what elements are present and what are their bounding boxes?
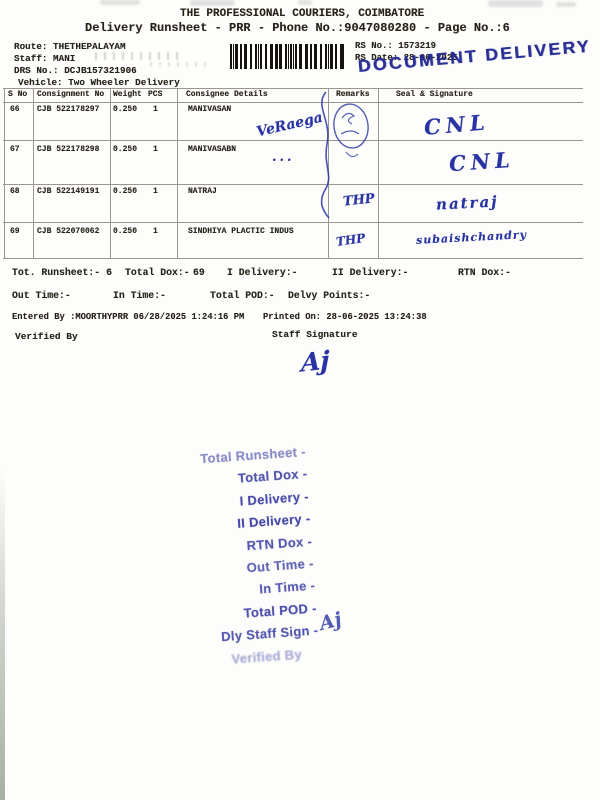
col-header-seal: Seal & Signature <box>396 90 473 99</box>
cell-consignment: CJB 522178298 <box>37 145 100 154</box>
i-delivery: I Delivery:- <box>227 267 298 278</box>
scan-edge-shadow <box>0 470 5 800</box>
staff-line: Staff: MANI <box>14 53 76 64</box>
table-border-line <box>3 140 583 141</box>
route-line: Route: THETHEPALAYAM <box>14 41 126 52</box>
col-header-remarks: Remarks <box>336 90 370 99</box>
scan-smudge <box>100 0 140 5</box>
col-header-consignment: Consignment No <box>37 90 105 99</box>
total-dox-label: Total Dox:- <box>125 267 190 278</box>
scan-smudge <box>488 0 543 7</box>
handwritten-signature: natraj <box>435 192 500 214</box>
cell-consignment: CJB 522070062 <box>37 227 100 236</box>
cell-sno: 66 <box>10 105 20 114</box>
staff-signature-label: Staff Signature <box>272 329 358 340</box>
barcode <box>230 44 344 69</box>
scan-smudge <box>556 2 576 7</box>
table-border-line <box>110 88 111 258</box>
scan-smudge <box>298 0 312 5</box>
col-header-pcs: PCS <box>148 90 163 99</box>
handwritten-remark: THP <box>342 191 376 210</box>
stamp-line-label: Dly Staff Sign - <box>220 622 319 645</box>
received-summary-stamp: Total Runsheet - Total Dox - I Delivery … <box>152 441 344 675</box>
ii-delivery: II Delivery:- <box>332 267 409 278</box>
cell-weight: 0.250 <box>113 227 138 236</box>
col-header-weight: Weight <box>113 90 142 99</box>
table-border-line <box>378 88 379 258</box>
table-border-line <box>4 88 5 258</box>
cell-consignee: MANIVASABN <box>188 145 237 154</box>
table-border-line <box>33 88 34 258</box>
cell-sno: 69 <box>10 227 20 236</box>
handwritten-circle-scrawl <box>333 103 369 158</box>
cell-weight: 0.250 <box>113 187 138 196</box>
cell-weight: 0.250 <box>113 105 138 114</box>
verified-by-label: Verified By <box>15 331 78 342</box>
cell-weight: 0.250 <box>113 145 138 154</box>
out-time: Out Time:- <box>12 290 71 301</box>
cell-consignment: CJB 522149191 <box>37 187 100 196</box>
col-header-consignee: Consignee Details <box>186 90 268 99</box>
table-border-line <box>177 88 178 258</box>
rs-date-line: RS Date: 28-06-2025 <box>355 53 458 63</box>
total-dox-value: 69 <box>193 267 205 278</box>
rs-no-line: RS No.: 1573219 <box>355 41 437 51</box>
pencil-smudge <box>95 52 180 60</box>
in-time: In Time:- <box>113 290 166 301</box>
cell-consignee: SINDHIYA PLACTIC INDUS <box>188 227 294 236</box>
staff-handwritten-signature: Aj <box>301 345 330 378</box>
table-border-line <box>3 88 583 89</box>
table-border-line <box>3 222 583 223</box>
handwritten-signature: CNL <box>423 109 491 140</box>
delvy-points: Delvy Points:- <box>288 290 371 301</box>
pencil-smudge <box>150 62 210 67</box>
cell-sno: 67 <box>10 145 20 154</box>
cell-pcs: 1 <box>153 145 158 154</box>
page-subtitle: Delivery Runsheet - PRR - Phone No.:9047… <box>85 21 510 35</box>
printed-on: Printed On: 28-06-2025 13:24:38 <box>263 312 427 322</box>
scan-smudge <box>190 0 235 6</box>
entered-by: Entered By :MOORTHYPRR 06/28/2025 1:24:1… <box>12 312 245 322</box>
rtn-dox: RTN Dox:- <box>458 267 511 278</box>
table-border-line <box>3 258 583 259</box>
tot-runsheet: Tot. Runsheet:- 6 <box>12 267 112 278</box>
handwritten-signature: CNL <box>448 146 516 177</box>
col-header-sno: S No <box>8 90 28 99</box>
vehicle-line: Vehicle: Two Wheeler Delivery <box>18 77 180 88</box>
table-border-line <box>3 184 583 185</box>
handwritten-signature: subaishchandry <box>415 228 528 247</box>
stamp-handwritten-signature: Aj <box>316 608 344 636</box>
table-border-line <box>3 102 583 103</box>
handwritten-remark: ... <box>272 150 295 165</box>
cell-pcs: 1 <box>153 187 158 196</box>
cell-sno: 68 <box>10 187 20 196</box>
total-pod: Total POD:- <box>210 290 275 301</box>
handwritten-remark: THP <box>335 231 367 249</box>
cell-consignee: NATRAJ <box>188 187 217 196</box>
cell-consignee: MANIVASAN <box>188 105 232 114</box>
handwritten-brace-scrawl <box>320 91 330 219</box>
page-title: THE PROFESSIONAL COURIERS, COIMBATORE <box>180 8 425 20</box>
cell-consignment: CJB 522178297 <box>37 105 100 114</box>
cell-pcs: 1 <box>153 105 158 114</box>
cell-pcs: 1 <box>153 227 158 236</box>
drs-no-line: DRS No.: DCJB157321906 <box>14 65 137 76</box>
